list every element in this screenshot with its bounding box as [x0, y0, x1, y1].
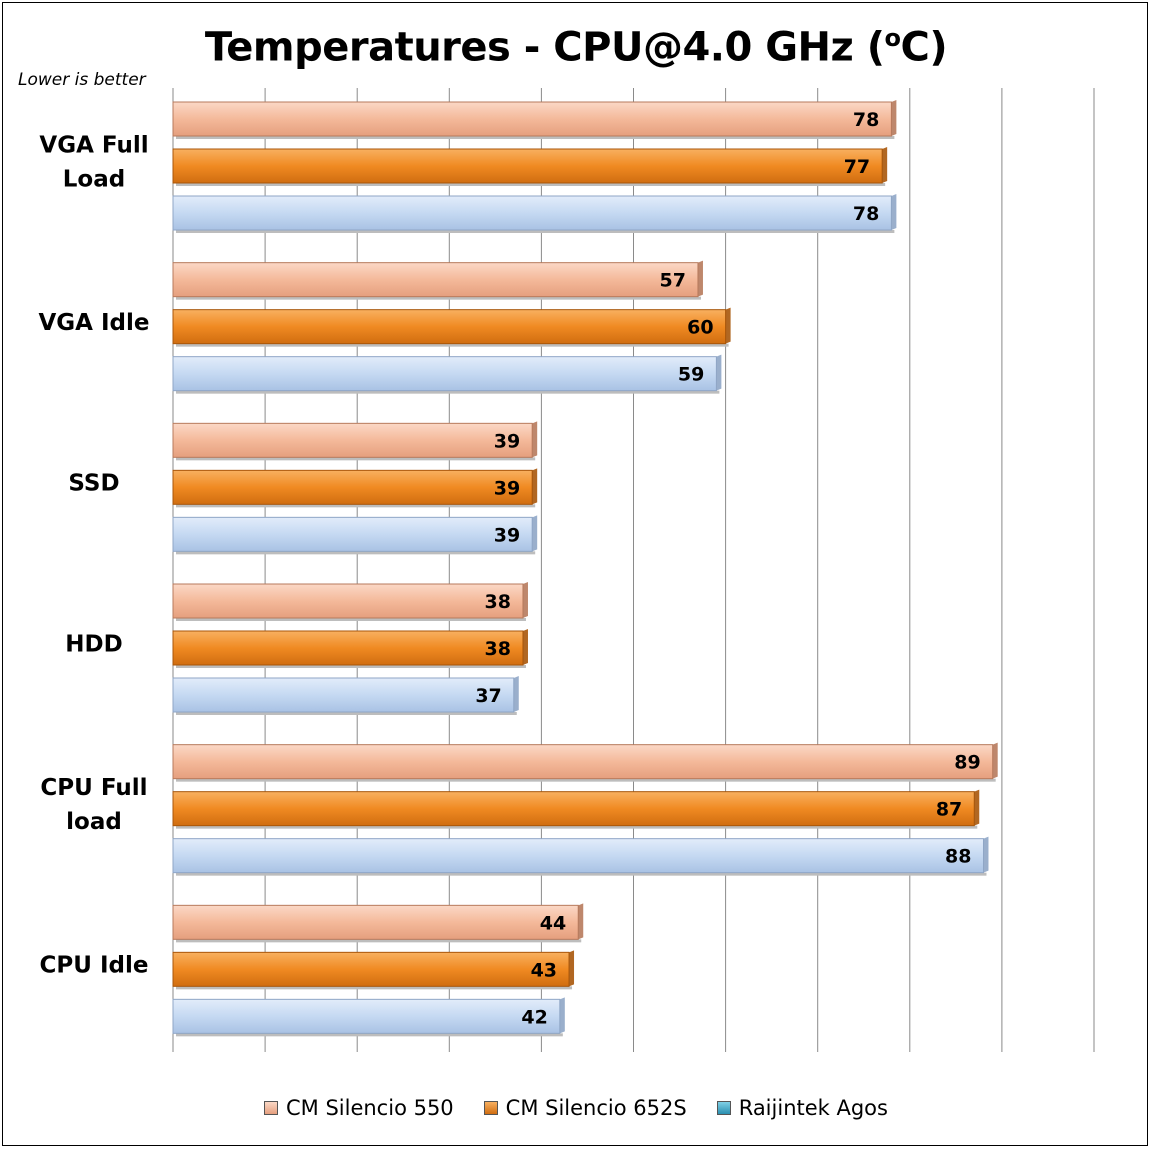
bar: [172, 742, 998, 782]
data-label: 38: [485, 591, 511, 613]
bar: [172, 147, 888, 186]
data-label: 42: [521, 1006, 547, 1028]
legend-swatch: [716, 1101, 731, 1115]
category-label: VGA Full Load: [39, 132, 148, 192]
legend-item-cm-silencio-652s: CM Silencio 652S: [483, 1096, 687, 1120]
data-label: 38: [485, 638, 511, 660]
bar: [172, 515, 538, 555]
data-label: 77: [844, 156, 870, 178]
data-label: 87: [936, 799, 962, 821]
bar: [172, 582, 528, 621]
bars: [172, 100, 998, 1037]
bar: [172, 421, 538, 461]
chart-title: Temperatures - CPU@4.0 GHz (oC): [204, 24, 948, 71]
data-label: 89: [954, 752, 980, 774]
legend-item-raijintek-agos: Raijintek Agos: [716, 1096, 888, 1120]
bar: [172, 307, 731, 347]
data-label: 39: [494, 524, 520, 546]
data-label: 78: [853, 109, 879, 131]
data-label: 60: [687, 317, 713, 339]
data-label: 44: [540, 912, 566, 934]
legend-swatch: [483, 1101, 498, 1115]
legend: CM Silencio 550 CM Silencio 652S Raijint…: [0, 1096, 1152, 1120]
data-labels: 78 77 78 57 60 59 39 39 39 38 38 37 89 87 88 44 43 42: [475, 109, 980, 1028]
chart-subtitle: Lower is better: [18, 70, 146, 90]
gridlines: [172, 88, 1095, 1052]
bar: [172, 903, 584, 943]
category-label: HDD: [65, 631, 122, 657]
bar: [172, 997, 565, 1037]
bar: [172, 950, 575, 990]
bar: [172, 194, 897, 233]
bar: [172, 468, 538, 508]
bar: [172, 100, 897, 139]
legend-swatch: [264, 1101, 278, 1115]
legend-label: Raijintek Agos: [738, 1096, 888, 1120]
bar: [172, 789, 980, 829]
bar: [172, 354, 722, 394]
legend-label: CM Silencio 652S: [505, 1096, 687, 1120]
data-label: 39: [494, 477, 520, 499]
category-labels: VGA Full Load VGA Idle SSD HDD CPU Full load CP…: [39, 132, 150, 978]
legend-label: CM Silencio 550: [286, 1096, 454, 1120]
category-label: CPU Idle: [40, 953, 149, 979]
bar: [172, 676, 519, 715]
category-label: CPU Full load: [40, 775, 147, 835]
data-label: 37: [475, 685, 501, 707]
data-label: 57: [660, 270, 686, 292]
legend-item-cm-silencio-550: CM Silencio 550: [264, 1096, 454, 1120]
bar: [172, 836, 989, 876]
data-label: 78: [853, 203, 879, 225]
bar: [172, 260, 703, 300]
data-label: 88: [945, 846, 971, 868]
data-label: 43: [531, 959, 557, 981]
data-label: 59: [678, 364, 704, 386]
bar: [172, 629, 528, 668]
data-label: 39: [494, 430, 520, 452]
category-label: VGA Idle: [39, 310, 150, 336]
category-label: SSD: [68, 471, 119, 497]
